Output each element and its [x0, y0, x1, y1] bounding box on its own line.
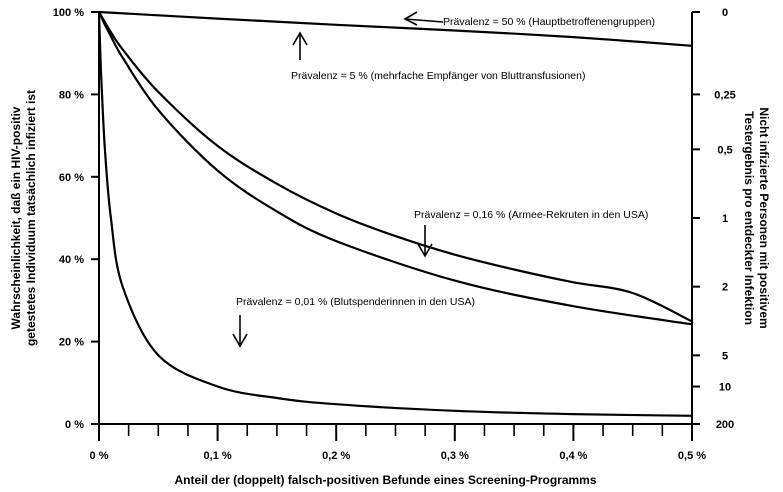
y-right-title-line: Nicht infizierte Personen mit positivem: [757, 107, 771, 328]
annotation-label: Prävalenz = 0,01 % (Blutspenderinnen in …: [236, 296, 475, 308]
y-left-tick-label: 100 %: [53, 7, 84, 19]
x-tick-label: 0,3 %: [441, 450, 469, 462]
y-left-title-line: getestetes Individuum tatsächlich infizi…: [24, 90, 38, 346]
y-left-tick-label: 80 %: [59, 89, 84, 101]
y-right-tick-label: 10: [719, 382, 731, 394]
series-line-prevalence-0_16: [99, 12, 692, 324]
y-right-tick-label: 5: [722, 350, 728, 362]
x-tick-label: 0,1 %: [204, 450, 232, 462]
x-tick-label: 0,5 %: [678, 450, 706, 462]
y-left-title-line: Wahrscheinlichkeit, daß ein HIV-positiv: [9, 106, 23, 329]
x-tick-label: 0,4 %: [559, 450, 587, 462]
series-line-prevalence-5: [99, 12, 692, 321]
annotation-arrow-head: [405, 12, 417, 25]
annotation-label: Prävalenz = 50 % (Hauptbetroffenengruppe…: [443, 16, 655, 28]
x-tick-label: 0 %: [90, 450, 109, 462]
y-right-tick-label: 200: [716, 419, 734, 431]
y-right-tick-label: 2: [722, 282, 728, 294]
y-left-tick-label: 40 %: [59, 254, 84, 266]
y-right-tick-label: 0,5: [717, 144, 732, 156]
annotations-layer: Prävalenz = 50 % (Hauptbetroffenengruppe…: [233, 12, 655, 346]
y-left-tick-label: 20 %: [59, 337, 84, 349]
y-right-tick-label: 0,25: [714, 89, 735, 101]
y-left-tick-label: 60 %: [59, 172, 84, 184]
y-right-title-line: Testergebnis pro entdeckter Infektion: [742, 111, 756, 325]
y-left-axis-title: Wahrscheinlichkeit, daß ein HIV-positiv g…: [9, 90, 38, 346]
annotation-label: Prävalenz = 0,16 % (Armee-Rekruten in de…: [414, 209, 648, 221]
x-axis-title: Anteil der (doppelt) falsch-positiven Be…: [174, 473, 596, 487]
y-right-axis-title: Nicht infizierte Personen mit positivemT…: [742, 107, 771, 328]
y-right-tick-label: 0: [722, 7, 728, 19]
annotation-label: Prävalenz = 5 % (mehrfache Empfänger von…: [291, 70, 585, 82]
y-right-tick-label: 1: [722, 213, 728, 225]
x-tick-label: 0,2 %: [322, 450, 350, 462]
y-left-tick-label: 0 %: [65, 419, 84, 431]
